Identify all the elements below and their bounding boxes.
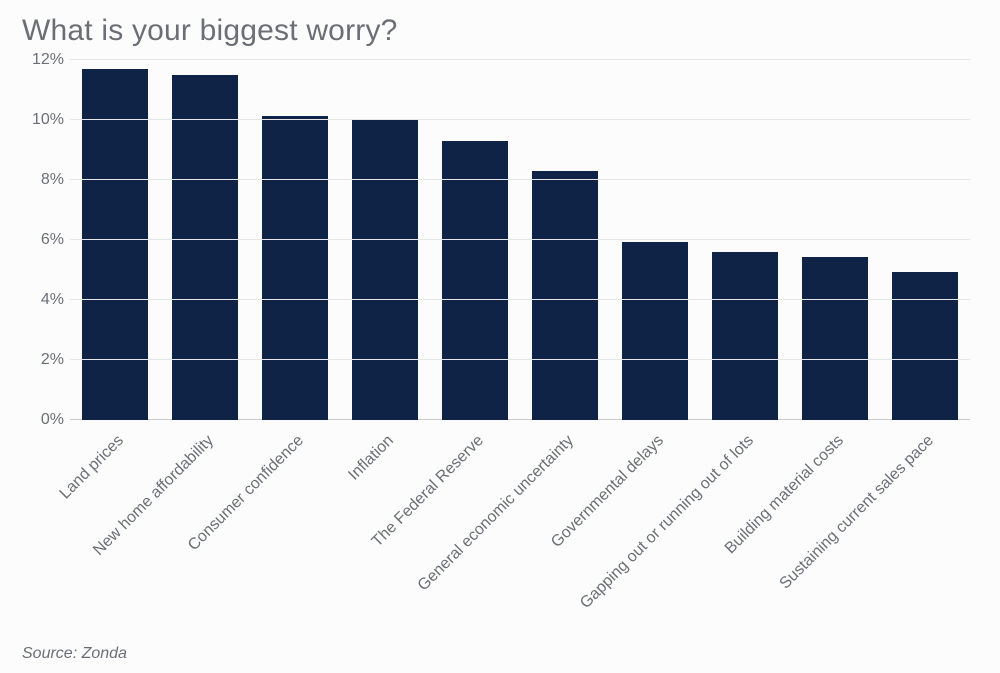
bars-container xyxy=(70,60,970,420)
y-axis-tick-label: 2% xyxy=(41,351,64,369)
y-axis-tick-label: 10% xyxy=(32,111,64,129)
bar xyxy=(622,242,689,421)
bar-slot xyxy=(250,60,340,420)
bar xyxy=(262,116,329,421)
bar xyxy=(802,257,869,421)
y-axis-tick-label: 4% xyxy=(41,291,64,309)
y-axis-tick-label: 12% xyxy=(32,51,64,69)
bar-slot xyxy=(700,60,790,420)
bar xyxy=(82,69,149,420)
x-label-slot: Consumer confidence xyxy=(250,426,340,636)
gridline xyxy=(70,239,970,240)
bar-slot xyxy=(430,60,520,420)
x-label-slot: Sustaining current sales pace xyxy=(880,426,970,636)
x-axis-labels: Land pricesNew home affordabilityConsume… xyxy=(70,426,970,636)
y-axis-tick-label: 8% xyxy=(41,171,64,189)
bar-slot xyxy=(610,60,700,420)
bar-slot xyxy=(520,60,610,420)
bar xyxy=(532,171,599,420)
bar-slot xyxy=(70,60,160,420)
chart-title: What is your biggest worry? xyxy=(22,14,398,48)
y-axis-tick-label: 0% xyxy=(41,411,64,429)
bar-slot xyxy=(790,60,880,420)
plot-area: 0%2%4%6%8%10%12% xyxy=(70,60,970,420)
bar xyxy=(442,141,509,420)
y-axis-tick-label: 6% xyxy=(41,231,64,249)
x-axis-tick-label: Inflation xyxy=(345,432,397,484)
gridline xyxy=(70,179,970,180)
bar xyxy=(892,272,959,421)
bar-slot xyxy=(160,60,250,420)
page: What is your biggest worry? 0%2%4%6%8%10… xyxy=(0,0,1000,673)
bar xyxy=(352,120,419,420)
gridline xyxy=(70,59,970,60)
bar xyxy=(712,252,779,420)
bar xyxy=(172,75,239,420)
gridline xyxy=(70,359,970,360)
gridline xyxy=(70,299,970,300)
x-axis-tick-label: Land prices xyxy=(57,432,128,503)
bar-chart: 0%2%4%6%8%10%12% Land pricesNew home aff… xyxy=(22,60,978,640)
bar-slot xyxy=(340,60,430,420)
source-attribution: Source: Zonda xyxy=(22,645,127,663)
bar-slot xyxy=(880,60,970,420)
gridline xyxy=(70,119,970,120)
